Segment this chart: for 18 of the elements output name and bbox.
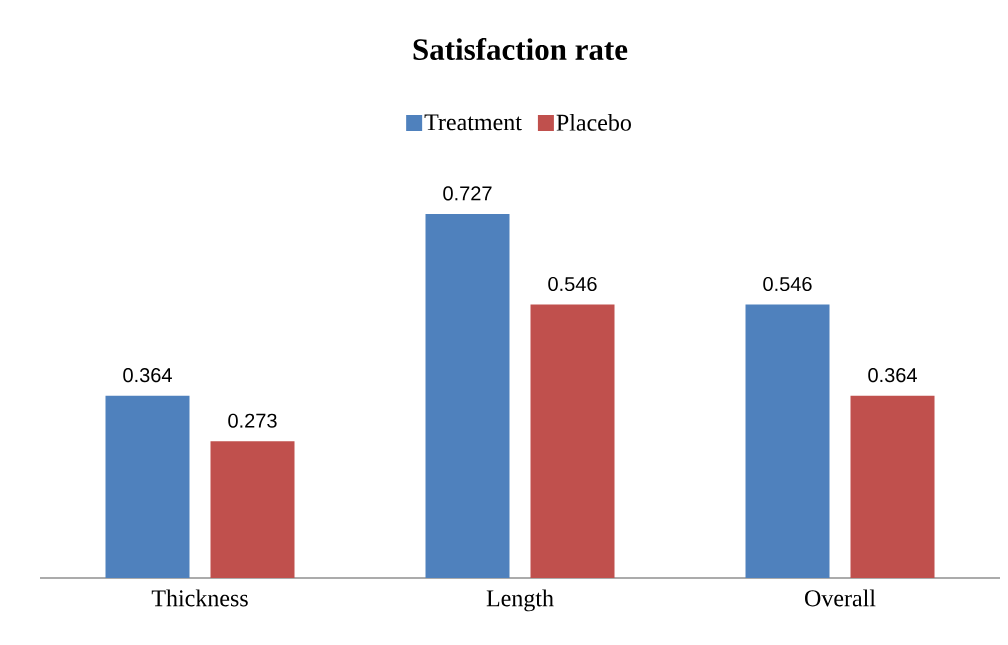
data-label: 0.727 bbox=[443, 186, 492, 201]
x-tick-label: Length bbox=[486, 589, 554, 612]
x-tick-label: Overall bbox=[805, 589, 876, 607]
data-label: 0.546 bbox=[763, 276, 812, 292]
data-label: 0.364 bbox=[123, 368, 172, 383]
data-label: 0.364 bbox=[868, 368, 917, 383]
legend-label: Placebo bbox=[556, 113, 631, 131]
bar bbox=[210, 441, 295, 578]
chart-title: Satisfaction rate bbox=[413, 37, 628, 61]
bar bbox=[745, 304, 830, 578]
bar bbox=[530, 304, 615, 578]
bar bbox=[105, 395, 190, 578]
data-label: 0.273 bbox=[228, 413, 277, 428]
legend-label: Treatment bbox=[424, 114, 522, 131]
bar bbox=[425, 214, 510, 578]
data-label: 0.546 bbox=[548, 276, 597, 292]
bar bbox=[850, 395, 935, 578]
x-tick-label: Thickness bbox=[151, 589, 248, 607]
